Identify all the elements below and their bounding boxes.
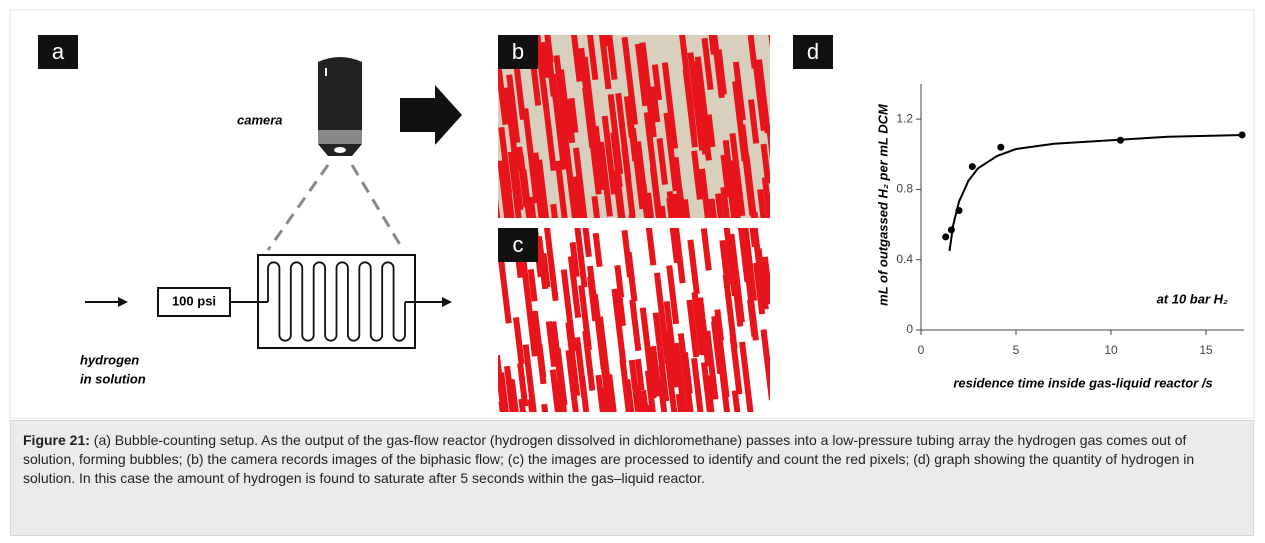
caption: Figure 21: (a) Bubble-counting setup. As…: [10, 420, 1254, 536]
data-point: [948, 226, 955, 233]
bubble: [582, 376, 586, 412]
x-tick-label: 0: [918, 343, 925, 357]
y-tick-label: 0: [906, 322, 913, 336]
panel-label: a: [52, 39, 65, 64]
bubble: [539, 344, 543, 377]
caption-label: Figure 21:: [23, 432, 90, 448]
data-point: [1239, 131, 1246, 138]
y-tick-label: 1.2: [896, 111, 913, 125]
bubble: [542, 42, 546, 78]
page: a camera 100 psi hydrogen in solution b …: [0, 0, 1265, 543]
x-tick-label: 5: [1013, 343, 1020, 357]
y-tick-label: 0.8: [896, 182, 913, 196]
pressure-label: 100 psi: [172, 293, 216, 308]
y-axis-title: mL of outgassed H₂ per mL DCM: [875, 103, 890, 306]
input-label: in solution: [80, 371, 146, 386]
bubble: [653, 87, 657, 123]
panel-label: b: [512, 39, 524, 64]
x-axis-title: residence time inside gas-liquid reactor…: [953, 375, 1212, 390]
data-point: [942, 233, 949, 240]
y-tick-label: 0.4: [896, 252, 913, 266]
bubble: [547, 32, 551, 63]
x-tick-label: 15: [1199, 343, 1213, 357]
data-point: [969, 163, 976, 170]
bubble: [662, 366, 666, 397]
annotation: at 10 bar H₂: [1157, 291, 1228, 306]
bubble: [596, 233, 600, 267]
bubble: [638, 359, 642, 390]
input-label: hydrogen: [80, 352, 139, 367]
camera-icon: [318, 57, 362, 156]
panel-label: d: [807, 39, 819, 64]
caption-text: (a) Bubble-counting setup. As the output…: [23, 432, 1194, 486]
bubble: [717, 310, 721, 341]
data-point: [997, 144, 1004, 151]
camera-label: camera: [237, 112, 283, 127]
data-point: [1117, 137, 1124, 144]
panel-label: c: [513, 232, 524, 257]
bubble: [726, 140, 730, 171]
bubble: [617, 265, 621, 297]
bubble: [531, 269, 535, 301]
bubble: [571, 98, 575, 132]
data-point: [956, 207, 963, 214]
figure: a camera 100 psi hydrogen in solution b …: [0, 0, 1265, 420]
bubble: [543, 253, 547, 287]
x-tick-label: 10: [1104, 343, 1118, 357]
